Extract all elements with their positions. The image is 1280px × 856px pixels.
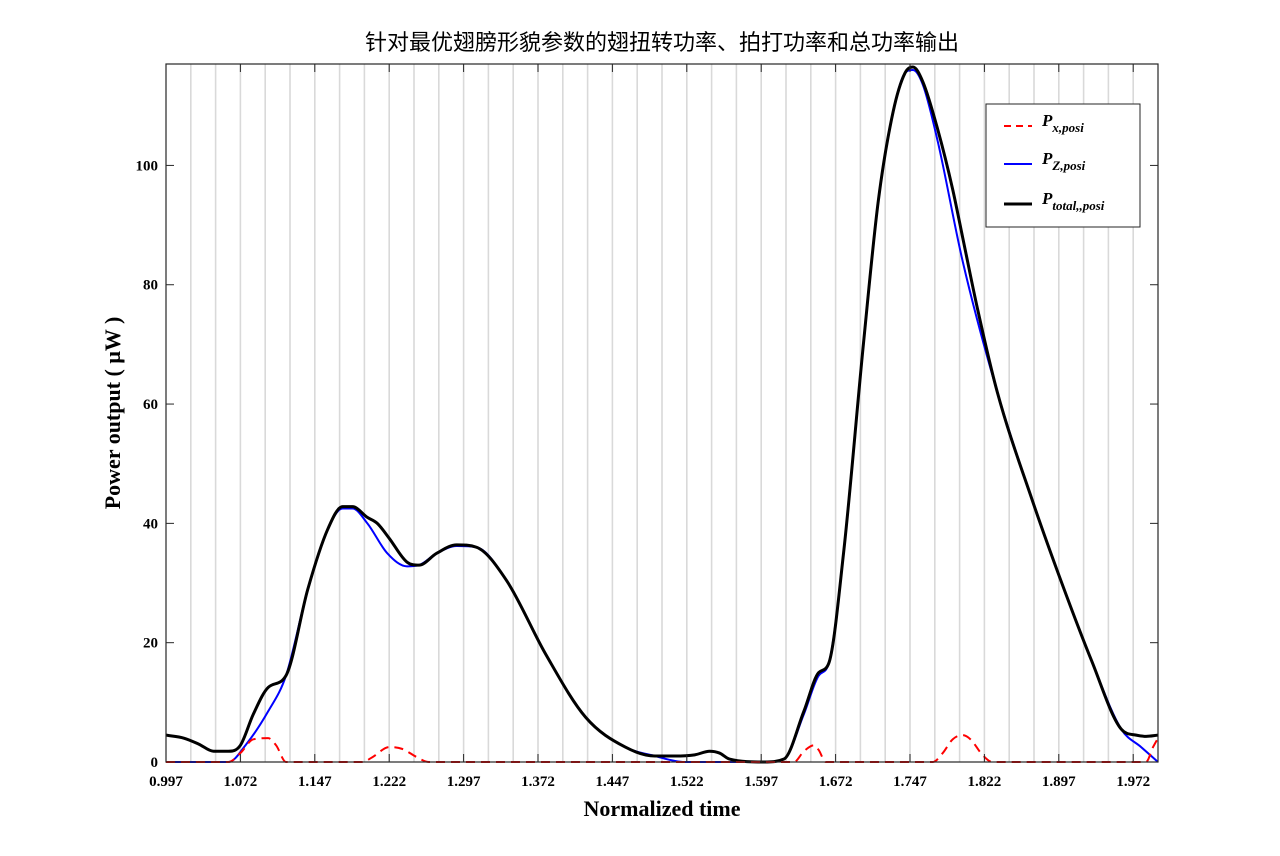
x-tick-label: 1.747 [893, 774, 927, 790]
x-tick-label: 1.897 [1042, 774, 1076, 790]
x-tick-label: 0.997 [149, 774, 183, 790]
chart-title: 针对最优翅膀形貌参数的翅扭转功率、拍打功率和总功率输出 [365, 31, 959, 56]
x-tick-label: 1.672 [819, 774, 853, 790]
x-tick-label: 1.972 [1116, 774, 1150, 790]
x-tick-label: 1.072 [224, 774, 258, 790]
x-tick-label: 1.522 [670, 774, 704, 790]
legend-entry-label: PZ,posi [1041, 149, 1086, 173]
x-tick-label: 1.147 [298, 774, 332, 790]
plot-frame [165, 63, 1159, 763]
x-axis-label: Normalized time [584, 796, 741, 821]
legend-box [985, 103, 1141, 228]
x-tick-label: 1.822 [968, 774, 1002, 790]
legend: Px,posi PZ,posi Ptotal,,posi [985, 103, 1141, 228]
series-line-p-total-posi [165, 65, 1159, 764]
x-tick-label: 1.597 [744, 774, 778, 790]
y-tick-label: 40 [143, 516, 158, 532]
legend-entry-label: Ptotal,,posi [1041, 189, 1105, 213]
x-tick-label: 1.297 [447, 774, 481, 790]
y-tick-label: 80 [143, 278, 158, 294]
axis-ticks: 0.997 1.072 1.147 1.222 1.297 1.372 1.447 1.522… [136, 64, 1158, 790]
x-tick-label: 1.372 [521, 774, 555, 790]
vertical-grid [190, 64, 1134, 762]
series-line-p-x-posi [166, 734, 1159, 764]
y-tick-label: 100 [136, 158, 159, 174]
y-tick-label: 0 [151, 755, 159, 771]
x-tick-label: 1.447 [596, 774, 630, 790]
y-tick-label: 20 [143, 636, 158, 652]
y-axis-label: Power output ( μW ) [100, 317, 125, 510]
y-tick-label: 60 [143, 397, 158, 413]
x-tick-label: 1.222 [372, 774, 406, 790]
legend-entry-label: Px,posi [1041, 111, 1084, 135]
